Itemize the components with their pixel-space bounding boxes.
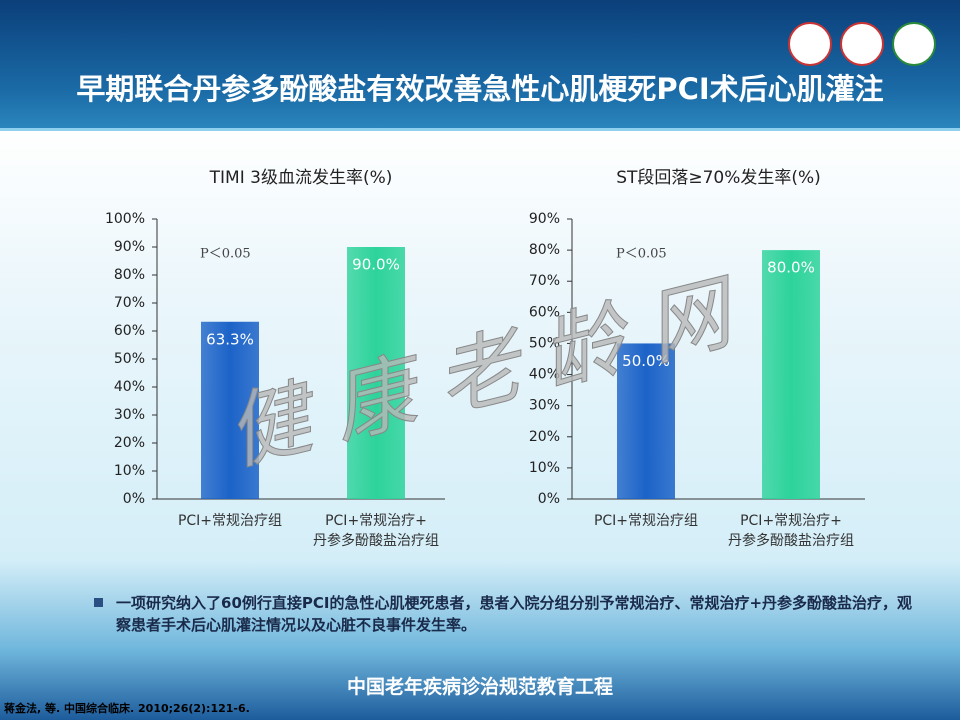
bar xyxy=(201,321,259,499)
logo xyxy=(840,22,884,66)
y-tick-label: 60% xyxy=(114,323,145,339)
value-label: 80.0% xyxy=(767,259,815,277)
bar xyxy=(347,247,405,499)
y-tick-label: 30% xyxy=(529,398,560,414)
logo xyxy=(892,22,936,66)
bar xyxy=(762,250,820,499)
y-tick-label: 80% xyxy=(114,267,145,283)
value-label: 90.0% xyxy=(352,256,400,274)
y-tick-label: 50% xyxy=(114,351,145,367)
x-tick-label: PCI+常规治疗+ 丹参多酚酸盐治疗组 xyxy=(313,513,439,549)
slide-title: 早期联合丹参多酚酸盐有效改善急性心肌梗死PCI术后心肌灌注 xyxy=(76,72,884,106)
citation: 蒋金法, 等. 中国综合临床. 2010;26(2):121-6. xyxy=(4,702,250,715)
chart-title: ST段回落≥70%发生率(%) xyxy=(616,168,821,188)
footer: 中国老年疾病诊治规范教育工程 xyxy=(346,676,613,698)
y-tick-label: 60% xyxy=(529,304,560,320)
y-tick-label: 40% xyxy=(529,367,560,383)
y-tick-label: 40% xyxy=(114,379,145,395)
y-tick-label: 20% xyxy=(529,429,560,445)
y-tick-label: 70% xyxy=(114,295,145,311)
value-label: 63.3% xyxy=(206,330,254,348)
y-tick-label: 20% xyxy=(114,435,145,451)
y-tick-label: 10% xyxy=(114,463,145,479)
value-label: 50.0% xyxy=(622,352,670,370)
chart: ST段回落≥70%发生率(%) 0% 10% 20% 30% 40% 50% 60% 70% 80… xyxy=(529,168,865,507)
y-tick-label: 80% xyxy=(529,242,560,258)
bar xyxy=(617,343,675,499)
chart: TIMI 3级血流发生率(%) 0% 10% 20% 30% 40% 50% 60% 70% 80… xyxy=(105,168,445,507)
annotation: P＜0.05 xyxy=(200,247,251,262)
y-tick-label: 90% xyxy=(114,239,145,255)
annotation: P＜0.05 xyxy=(616,247,667,262)
y-tick-label: 70% xyxy=(529,273,560,289)
logo xyxy=(788,22,832,66)
y-tick-label: 50% xyxy=(529,335,560,351)
x-tick-label: PCI+常规治疗+ 丹参多酚酸盐治疗组 xyxy=(728,513,854,549)
y-tick-label: 30% xyxy=(114,407,145,423)
x-tick-label: PCI+常规治疗组 xyxy=(593,513,699,529)
x-tick-label: PCI+常规治疗组 xyxy=(177,513,283,529)
bullet-text: 一项研究纳入了60例行直接PCI的急性心肌梗死患者，患者入院分组分别予常规治疗、… xyxy=(92,592,916,636)
y-tick-label: 90% xyxy=(529,211,560,227)
chart-title: TIMI 3级血流发生率(%) xyxy=(209,168,393,188)
y-tick-label: 0% xyxy=(123,491,145,507)
y-tick-label: 0% xyxy=(538,491,560,507)
y-tick-label: 10% xyxy=(529,460,560,476)
header xyxy=(0,0,960,131)
y-tick-label: 100% xyxy=(105,211,145,227)
